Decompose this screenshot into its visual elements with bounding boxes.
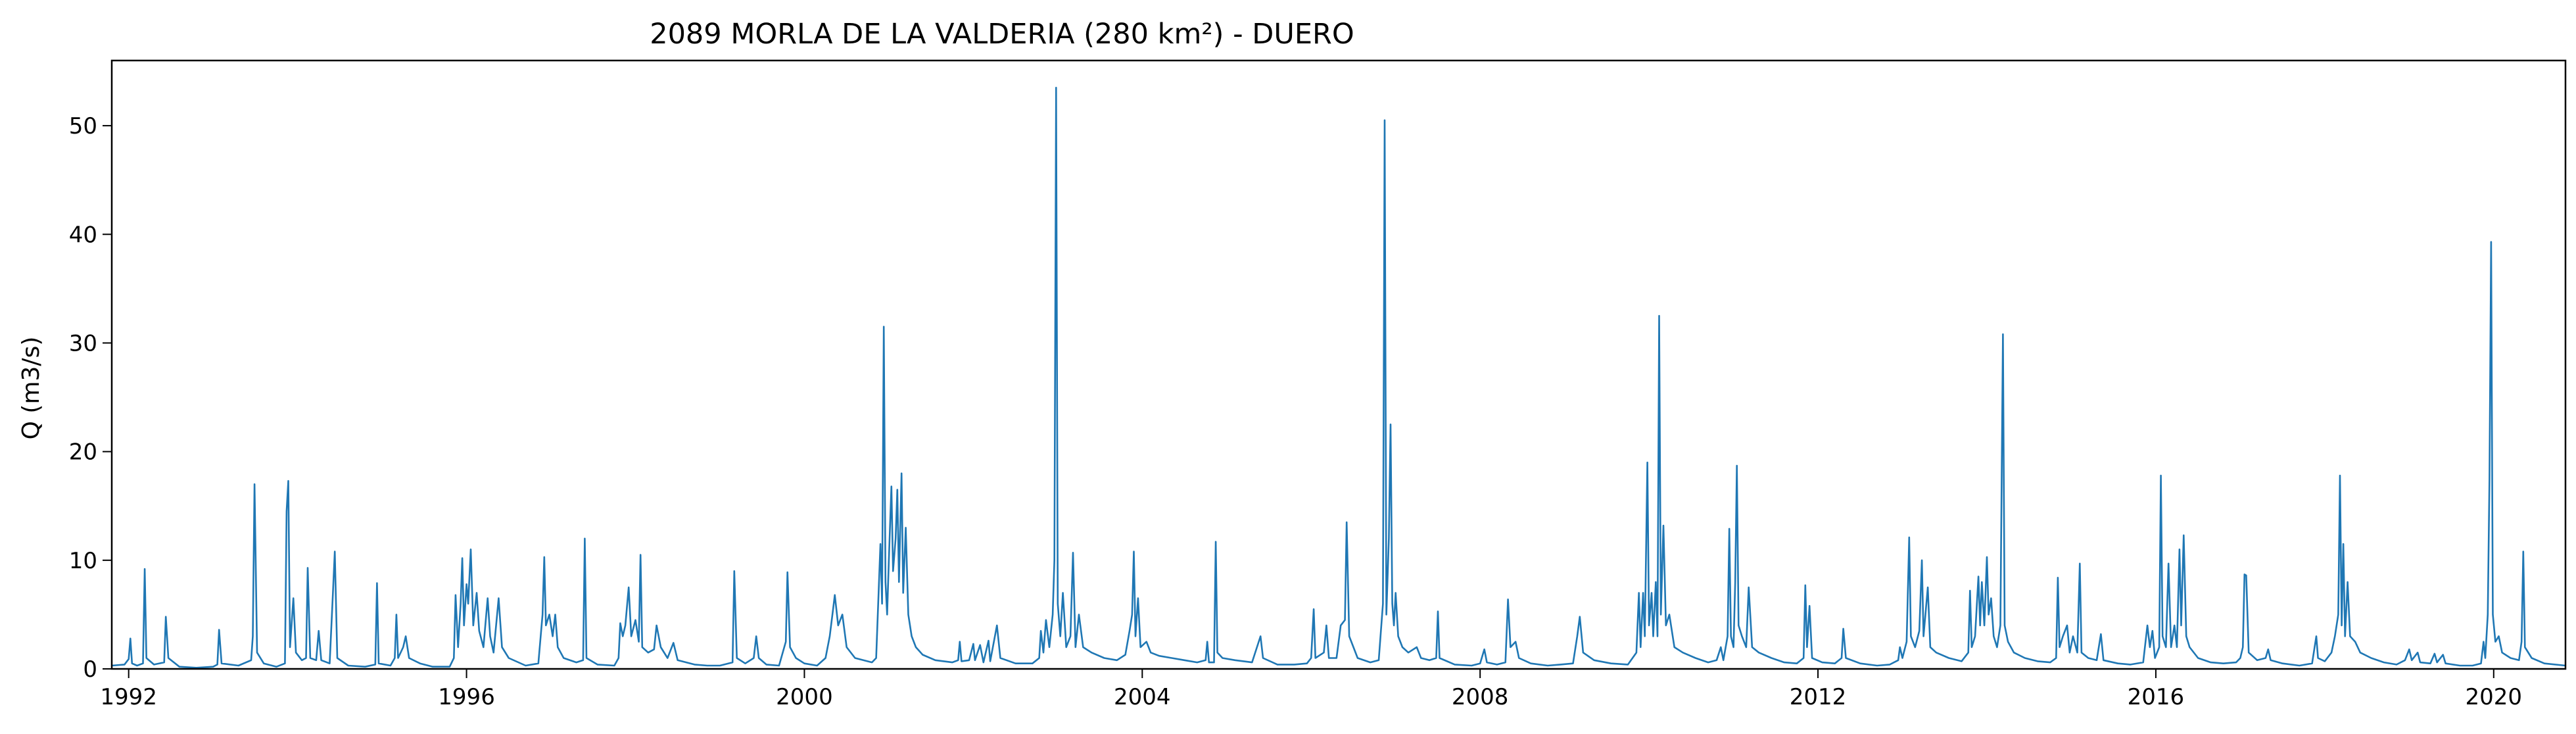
x-tick-label: 2000 bbox=[776, 684, 833, 710]
x-tick-label: 2020 bbox=[2466, 684, 2523, 710]
y-tick-label: 30 bbox=[69, 330, 97, 356]
series-line-0 bbox=[111, 87, 2566, 669]
x-tick-label: 2012 bbox=[1790, 684, 1847, 710]
x-axis: 1992 1996 2000 2004 2008 2012 2016 2020 bbox=[100, 669, 2522, 710]
y-tick-label: 50 bbox=[69, 113, 97, 139]
y-tick-label: 10 bbox=[69, 548, 97, 574]
x-tick-label: 2004 bbox=[1114, 684, 1171, 710]
y-axis-label: Q (m3/s) bbox=[18, 337, 45, 440]
plot-area bbox=[111, 87, 2566, 669]
y-tick-label: 40 bbox=[69, 222, 97, 248]
x-tick-label: 2016 bbox=[2128, 684, 2185, 710]
y-tick-label: 0 bbox=[83, 656, 97, 683]
y-axis: 0 10 20 30 40 50 bbox=[69, 113, 112, 683]
x-tick-label: 2008 bbox=[1452, 684, 1509, 710]
plot-frame bbox=[110, 59, 2567, 670]
chart-title: 2089 MORLA DE LA VALDERIA (280 km²) - DU… bbox=[650, 18, 1354, 51]
x-tick-label: 1996 bbox=[438, 684, 495, 710]
x-tick-label: 1992 bbox=[100, 684, 157, 710]
y-tick-label: 20 bbox=[69, 439, 97, 466]
